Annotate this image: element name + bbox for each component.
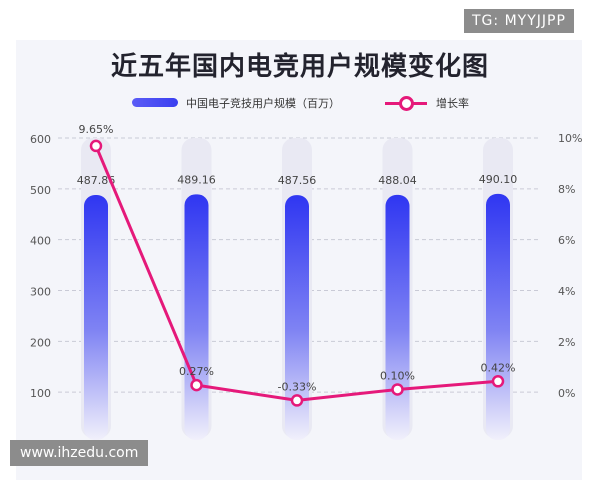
y-right-tick-label: 0% [558, 387, 575, 400]
bar-value-label: 487.56 [278, 174, 317, 187]
y-right-tick-label: 4% [558, 285, 575, 298]
growth-point [290, 394, 304, 407]
y-left-tick-label: 400 [30, 235, 51, 248]
growth-value-label: 9.65% [79, 123, 114, 136]
growth-point [391, 383, 404, 396]
channel-tag: TG: MYYJJPP [464, 9, 574, 33]
y-right-tick-label: 10% [558, 132, 582, 145]
legend-line-marker [399, 96, 414, 111]
legend-bar-label: 中国电子竞技用户规模（百万） [186, 97, 340, 110]
bar-value-label: 488.04 [378, 174, 417, 187]
y-right-tick-label: 8% [558, 183, 575, 196]
bar [486, 193, 510, 440]
bar-value-label: 489.16 [177, 173, 216, 186]
chart-title: 近五年国内电竞用户规模变化图 [110, 52, 489, 82]
y-left-tick-label: 300 [30, 286, 51, 299]
legend-line-label: 增长率 [436, 97, 469, 110]
y-left-tick-label: 100 [30, 387, 51, 400]
bar [84, 195, 108, 440]
y-right-tick-label: 6% [558, 234, 575, 247]
y-left-tick-label: 500 [30, 184, 51, 197]
growth-point [89, 139, 103, 153]
legend-bar-swatch [132, 98, 178, 107]
growth-point [491, 375, 505, 388]
bar [184, 194, 209, 440]
bar-value-label: 487.86 [77, 174, 116, 187]
bar [285, 195, 309, 440]
legend: 中国电子竞技用户规模（百万） 增长率 [0, 93, 600, 113]
y-right-tick-label: 2% [558, 336, 575, 349]
y-left-tick-label: 200 [30, 336, 51, 349]
growth-value-label: 0.10% [380, 369, 415, 382]
site-watermark: www.ihzedu.com [10, 440, 149, 466]
y-left-tick-label: 600 [30, 133, 51, 146]
growth-value-label: 0.42% [481, 361, 516, 374]
growth-value-label: 0.27% [179, 365, 214, 378]
bar [385, 194, 410, 440]
growth-value-label: -0.33% [278, 380, 317, 393]
bar-value-label: 490.10 [479, 173, 518, 186]
growth-point [190, 378, 203, 392]
